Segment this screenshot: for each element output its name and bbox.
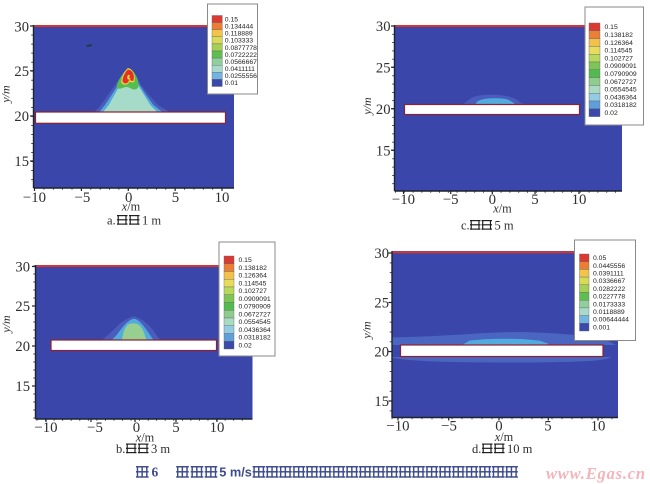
svg-text:0.0672727: 0.0672727	[239, 311, 271, 318]
svg-text:y/m: y/m	[360, 321, 374, 340]
svg-text:y/m: y/m	[0, 85, 13, 104]
svg-text:0.0445556: 0.0445556	[593, 263, 625, 270]
svg-text:0.0118889: 0.0118889	[593, 309, 625, 316]
svg-text:0.126364: 0.126364	[605, 40, 634, 47]
svg-text:−10: −10	[386, 419, 409, 435]
svg-text:x/m: x/m	[135, 431, 155, 445]
svg-text:0: 0	[133, 420, 140, 436]
svg-text:15: 15	[374, 394, 389, 410]
svg-text:0.102727: 0.102727	[239, 288, 268, 295]
svg-text:0.0554545: 0.0554545	[605, 87, 637, 94]
svg-text:a.: a.	[107, 214, 116, 228]
svg-text:0.138182: 0.138182	[605, 32, 634, 39]
svg-text:x/m: x/m	[121, 200, 141, 214]
svg-text:0.001: 0.001	[593, 324, 610, 331]
svg-text:0.134444: 0.134444	[225, 24, 254, 31]
svg-text:0.0566667: 0.0566667	[225, 59, 257, 66]
svg-text:30: 30	[15, 260, 30, 276]
svg-text:6: 6	[152, 465, 159, 480]
svg-text:−10: −10	[23, 190, 46, 206]
svg-text:0.0909091: 0.0909091	[239, 296, 271, 303]
svg-text:20: 20	[15, 339, 30, 355]
svg-text:20: 20	[374, 345, 389, 361]
svg-text:10: 10	[215, 190, 230, 206]
svg-text:0.0436364: 0.0436364	[239, 327, 271, 334]
svg-text:5: 5	[172, 190, 179, 206]
svg-text:www.Egas.cn: www.Egas.cn	[546, 464, 646, 483]
svg-text:0.0436364: 0.0436364	[605, 94, 637, 101]
svg-text:0.138182: 0.138182	[239, 265, 268, 272]
svg-text:25: 25	[374, 296, 389, 312]
svg-text:0.02: 0.02	[239, 342, 252, 349]
svg-text:0.0391111: 0.0391111	[593, 271, 624, 278]
svg-text:0.15: 0.15	[605, 24, 618, 31]
svg-text:20: 20	[14, 109, 29, 125]
svg-text:0.0318182: 0.0318182	[239, 335, 271, 342]
svg-text:1 m: 1 m	[142, 214, 161, 228]
svg-text:0.01: 0.01	[225, 80, 238, 87]
svg-text:10: 10	[572, 192, 587, 208]
svg-text:0.00644444: 0.00644444	[593, 317, 629, 324]
svg-text:y/m: y/m	[0, 315, 13, 334]
svg-text:15: 15	[15, 379, 30, 395]
svg-text:15: 15	[376, 143, 391, 159]
svg-text:5: 5	[544, 419, 551, 435]
svg-text:d.: d.	[472, 442, 481, 456]
svg-text:0.0318182: 0.0318182	[605, 102, 637, 109]
svg-text:20: 20	[376, 102, 391, 118]
svg-text:−10: −10	[34, 420, 57, 436]
svg-text:−5: −5	[443, 192, 459, 208]
svg-text:0.0227778: 0.0227778	[593, 294, 625, 301]
svg-text:30: 30	[374, 246, 389, 262]
svg-text:−5: −5	[87, 420, 103, 436]
svg-text:0: 0	[489, 192, 496, 208]
svg-text:5: 5	[172, 420, 179, 436]
svg-text:0.114545: 0.114545	[605, 48, 633, 55]
svg-text:0: 0	[125, 190, 132, 206]
svg-text:30: 30	[376, 19, 391, 35]
svg-text:0.15: 0.15	[225, 16, 238, 23]
svg-text:c.: c.	[461, 219, 470, 233]
svg-text:25: 25	[15, 299, 30, 315]
svg-text:−5: −5	[441, 419, 457, 435]
svg-text:x/m: x/m	[494, 430, 514, 444]
svg-text:0.0909091: 0.0909091	[605, 63, 637, 70]
svg-text:3 m: 3 m	[151, 442, 170, 456]
svg-text:5 m/s: 5 m/s	[219, 465, 252, 480]
svg-text:y/m: y/m	[360, 97, 374, 116]
svg-text:15: 15	[14, 154, 29, 170]
svg-text:0.0173333: 0.0173333	[593, 301, 625, 308]
svg-text:−5: −5	[75, 190, 91, 206]
svg-text:0.114545: 0.114545	[239, 280, 267, 287]
svg-text:0.0790909: 0.0790909	[605, 71, 637, 78]
svg-text:25: 25	[14, 64, 29, 80]
svg-text:−10: −10	[392, 192, 415, 208]
svg-text:0.103333: 0.103333	[225, 38, 254, 45]
svg-text:0.0672727: 0.0672727	[605, 79, 637, 86]
svg-text:0.0554545: 0.0554545	[239, 319, 271, 326]
svg-text:0.0282222: 0.0282222	[593, 286, 625, 293]
svg-text:5: 5	[531, 192, 538, 208]
svg-text:0.0255556: 0.0255556	[225, 73, 257, 80]
svg-text:0.0411111: 0.0411111	[225, 66, 255, 73]
svg-text:0.05: 0.05	[593, 255, 606, 262]
svg-text:0.0877778: 0.0877778	[225, 45, 257, 52]
svg-text:0.15: 0.15	[239, 257, 252, 264]
svg-text:0: 0	[495, 419, 502, 435]
svg-text:25: 25	[376, 60, 391, 76]
svg-text:0.0790909: 0.0790909	[239, 304, 271, 311]
svg-text:b.: b.	[116, 442, 125, 456]
svg-text:10 m: 10 m	[507, 442, 533, 456]
svg-text:10: 10	[210, 420, 225, 436]
svg-text:10: 10	[591, 419, 606, 435]
svg-text:0.118889: 0.118889	[225, 31, 253, 38]
svg-text:x/m: x/m	[492, 202, 512, 216]
svg-text:0.126364: 0.126364	[239, 273, 268, 280]
svg-text:0.0336667: 0.0336667	[593, 278, 625, 285]
svg-text:0.02: 0.02	[605, 110, 618, 117]
svg-text:30: 30	[14, 20, 29, 36]
svg-text:0.102727: 0.102727	[605, 55, 634, 62]
svg-text:5 m: 5 m	[495, 219, 514, 233]
svg-text:0.0722222: 0.0722222	[225, 52, 257, 59]
